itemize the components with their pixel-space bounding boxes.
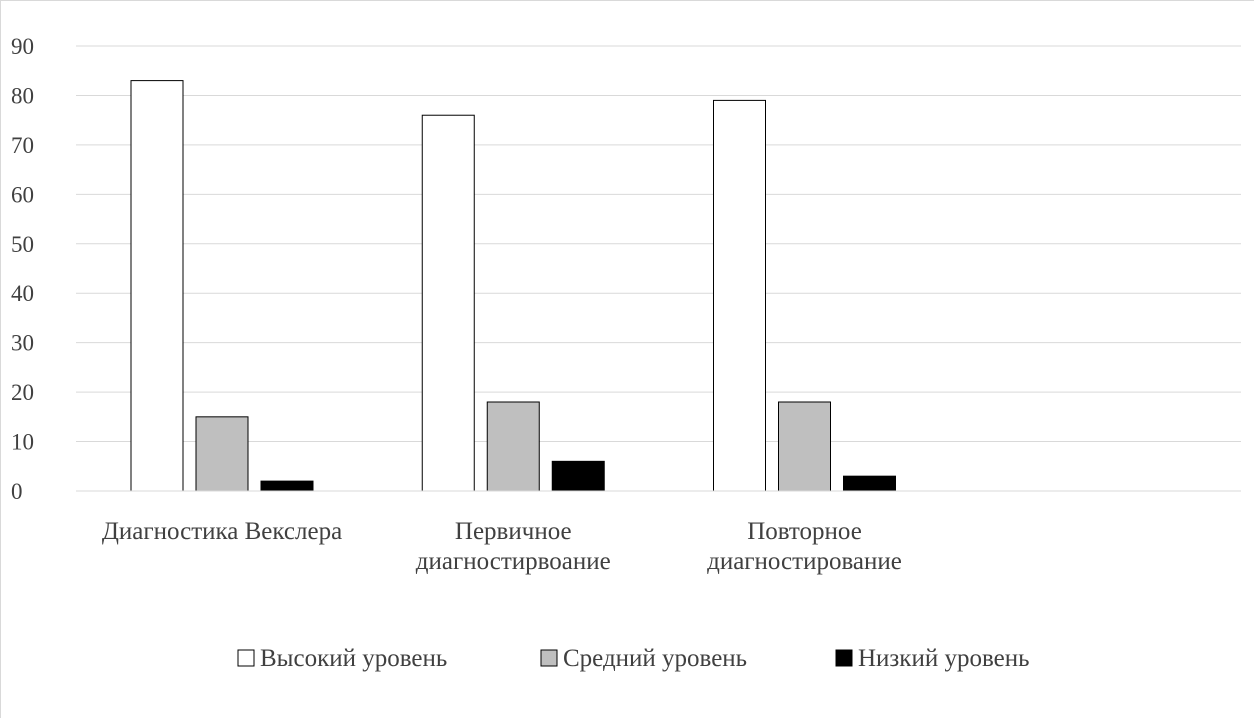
legend-label: Низкий уровень: [858, 645, 1030, 672]
bar-Низкий уровень: [260, 480, 314, 492]
legend-label: Высокий уровень: [260, 645, 447, 672]
y-tick-label: 20: [11, 380, 34, 405]
bar-Средний уровень: [486, 401, 540, 492]
x-category-label-line: Первичное: [455, 518, 572, 545]
legend-swatch: [540, 649, 558, 667]
y-tick-label: 30: [11, 331, 34, 356]
y-tick-label: 70: [11, 133, 34, 158]
x-category-label-line: диагностирвоание: [416, 548, 611, 575]
y-tick-label: 60: [11, 182, 34, 207]
bar-Высокий уровень: [130, 80, 184, 492]
x-category-label: Диагностика Векслера: [102, 518, 342, 545]
bar-Средний уровень: [778, 401, 831, 492]
bar-Высокий уровень: [421, 114, 475, 492]
y-tick-label: 10: [11, 430, 34, 455]
x-category-label-line: диагностирование: [707, 548, 902, 575]
bar-Низкий уровень: [843, 475, 896, 492]
x-category-label-line: Диагностика Векслера: [102, 518, 342, 545]
bar-Высокий уровень: [713, 99, 766, 492]
legend-swatch: [835, 649, 853, 667]
y-tick-label: 50: [11, 232, 34, 257]
bar-Низкий уровень: [551, 460, 605, 492]
legend-swatch: [237, 649, 255, 667]
grid-lines: [76, 45, 1241, 443]
bar-Средний уровень: [195, 416, 249, 492]
y-tick-label: 80: [11, 83, 34, 108]
x-category-label: Первичное диагностирвоание: [416, 518, 611, 575]
y-tick-label: 40: [11, 281, 34, 306]
x-axis-category-labels: Диагностика Векслера Первичное диагностирв…: [102, 518, 902, 575]
legend-label: Средний уровень: [563, 645, 747, 672]
y-tick-label: 0: [11, 479, 23, 504]
x-category-label: Повторное диагностирование: [707, 518, 902, 575]
x-category-label-line: Повторное: [747, 518, 862, 545]
y-axis-tick-labels: 0 10 20 30 40 50 60 70 80 90: [11, 34, 34, 504]
bars: [130, 80, 896, 492]
y-tick-label: 90: [11, 34, 34, 59]
legend: Высокий уровень Средний уровень Низкий уро…: [237, 645, 1030, 672]
